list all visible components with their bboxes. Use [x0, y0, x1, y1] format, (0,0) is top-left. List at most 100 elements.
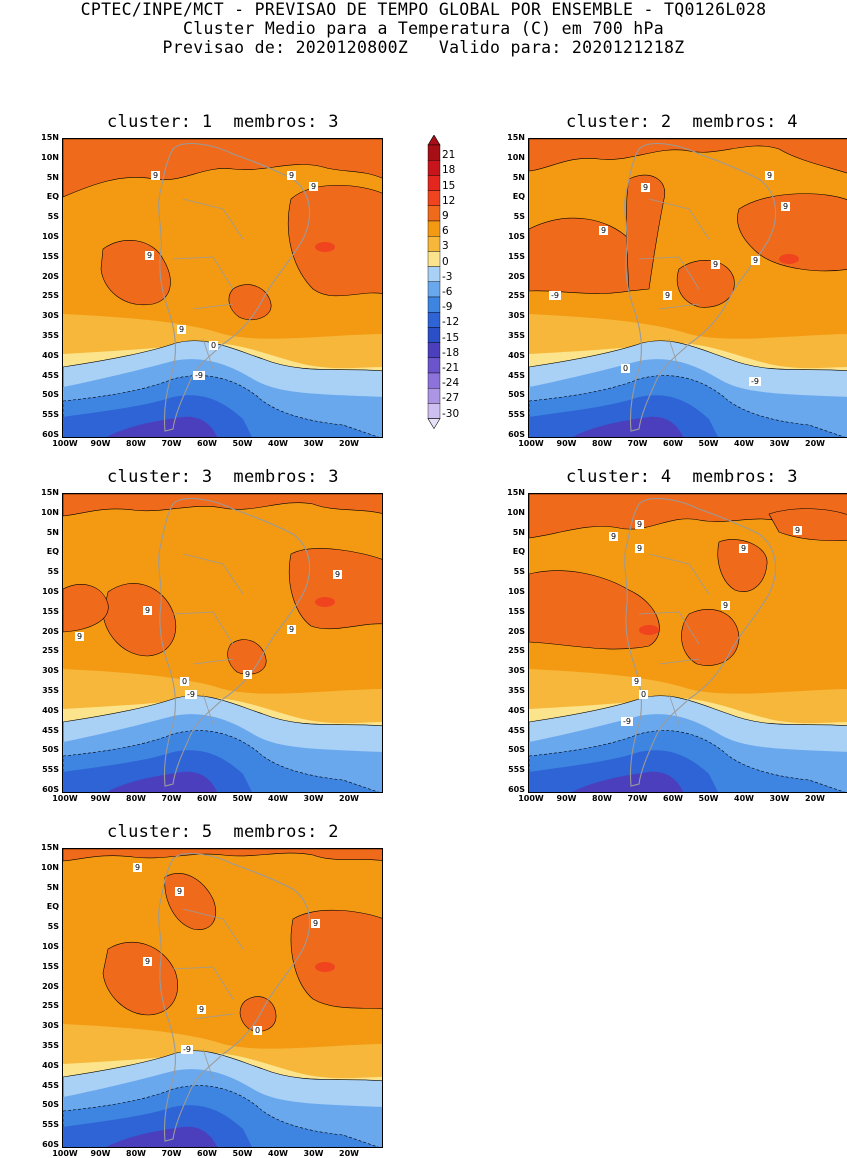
- band-minus-18: [106, 1126, 218, 1147]
- contour-label: -9: [185, 690, 197, 699]
- lat-tick-label: 60S: [508, 785, 525, 794]
- contour-label: 0: [621, 364, 631, 373]
- colorbar-swatch: [427, 327, 441, 343]
- contour-label: 9: [197, 1005, 207, 1014]
- warm-contour-area: [681, 609, 740, 666]
- lat-tick-label: 15S: [42, 606, 59, 616]
- continent-outline: [158, 853, 311, 1142]
- contour-label: 9: [635, 520, 645, 529]
- temperature-field-svg: [529, 139, 847, 437]
- colorbar-top-arrow: [427, 134, 441, 146]
- lon-tick-label: 30W: [769, 439, 790, 448]
- contour-label: 9: [145, 251, 155, 260]
- lon-tick-label: 90W: [90, 794, 111, 803]
- header: CPTEC/INPE/MCT - PREVISAO DE TEMPO GLOBA…: [0, 0, 847, 57]
- lat-tick-label: 5N: [512, 527, 525, 537]
- lon-tick-label: 60W: [197, 794, 217, 803]
- country-borders: [172, 553, 244, 725]
- lat-tick-label: 50S: [42, 1100, 59, 1110]
- contour-label: 0: [639, 690, 649, 699]
- colorbar-swatch: [427, 235, 441, 252]
- lon-tick-label: 70W: [161, 439, 182, 448]
- colorbar-label: 9: [442, 210, 449, 222]
- lon-tick-label: 20W: [339, 439, 359, 448]
- lat-tick-label: 20S: [42, 271, 59, 281]
- lat-tick-label: 10N: [507, 507, 525, 517]
- contour-label: 9: [635, 544, 645, 553]
- lon-tick-label: 50W: [232, 439, 253, 448]
- header-line-3: Previsao de: 2020120800Z Valido para: 20…: [162, 38, 685, 57]
- contour-label: 9: [309, 182, 319, 191]
- warm-contour-area: [717, 539, 768, 592]
- contour-label: 0: [209, 341, 219, 350]
- contour-label: 9: [765, 171, 775, 180]
- lon-tick-label: 20W: [339, 794, 359, 803]
- colorbar-label: 6: [442, 225, 449, 238]
- contour-label: 0: [180, 677, 190, 686]
- lon-tick-label: 60W: [197, 1149, 217, 1158]
- lat-tick-label: 10N: [41, 507, 59, 517]
- lat-tick-label: 25S: [508, 646, 525, 656]
- continent-outline: [158, 498, 311, 787]
- country-borders: [172, 908, 244, 1080]
- lon-tick-label: 100W: [518, 439, 544, 448]
- lat-tick-label: EQ: [46, 192, 59, 202]
- contour-label: -9: [549, 291, 561, 300]
- lat-tick-label: 30S: [42, 666, 59, 676]
- contour-label: 9: [133, 863, 143, 872]
- lat-tick-label: 60S: [42, 430, 59, 439]
- map-plot-area: 9 9 9 9 9 0 -9: [62, 493, 383, 793]
- warm-contour-area: [63, 849, 382, 862]
- lat-tick-label: 25S: [42, 1001, 59, 1011]
- map-plot-area: 9 9 9 9 9 9 9 -9 0 -9: [528, 138, 847, 438]
- lat-tick-label: 40S: [508, 705, 525, 715]
- lon-tick-label: 70W: [161, 794, 182, 803]
- colorbar-swatch: [427, 311, 441, 328]
- lat-tick-label: 5S: [47, 567, 59, 577]
- lat-tick-label: 50S: [42, 745, 59, 755]
- lat-tick-label: 15S: [508, 251, 525, 261]
- warm-contour-area: [288, 548, 382, 630]
- lon-tick-label: 100W: [52, 794, 78, 803]
- lat-tick-label: 30S: [42, 311, 59, 321]
- contour-label: -9: [193, 371, 205, 380]
- lat-tick-label: 25S: [42, 646, 59, 656]
- lat-tick-label: 30S: [508, 666, 525, 676]
- lat-tick-label: 5N: [512, 172, 525, 182]
- lon-tick-label: 60W: [197, 439, 217, 448]
- colorbar-swatch: [427, 144, 441, 161]
- warm-contour-area: [102, 583, 177, 657]
- lat-tick-label: 10N: [507, 152, 525, 162]
- contour-label: 0: [253, 1026, 263, 1035]
- hot-core: [779, 254, 799, 264]
- temperature-field-svg: [63, 494, 382, 792]
- colorbar-label: -21: [442, 362, 460, 374]
- warm-contour-area: [290, 909, 382, 1010]
- contour-label: 9: [333, 570, 343, 579]
- band-minus-18: [572, 771, 684, 792]
- header-line-2: Cluster Medio para a Temperatura (C) em …: [183, 19, 664, 38]
- lat-tick-label: 5S: [47, 922, 59, 932]
- lat-tick-label: 5S: [513, 212, 525, 222]
- warm-contour-area: [63, 584, 109, 633]
- country-borders: [638, 553, 710, 725]
- lat-tick-label: 40S: [42, 350, 59, 360]
- lat-tick-label: 15N: [41, 133, 59, 142]
- warm-contour-area: [676, 260, 735, 308]
- lat-tick-label: 10S: [508, 232, 525, 241]
- lat-tick-label: EQ: [46, 547, 59, 557]
- lat-tick-label: 15N: [41, 488, 59, 497]
- colorbar-swatch: [427, 372, 441, 389]
- lat-tick-label: 20S: [42, 626, 59, 636]
- colorbar-label: -24: [442, 377, 460, 390]
- header-line-1: CPTEC/INPE/MCT - PREVISAO DE TEMPO GLOBA…: [80, 0, 767, 19]
- lat-tick-label: 40S: [508, 350, 525, 360]
- lat-tick-label: 20S: [508, 271, 525, 281]
- warm-contour-area: [529, 139, 847, 174]
- contour-label: 9: [143, 957, 153, 966]
- lon-tick-label: 40W: [734, 439, 754, 448]
- contour-label: 9: [243, 670, 253, 679]
- continent-outline: [624, 143, 777, 432]
- colorbar-label: 21: [442, 149, 456, 162]
- lat-tick-label: 35S: [508, 331, 525, 340]
